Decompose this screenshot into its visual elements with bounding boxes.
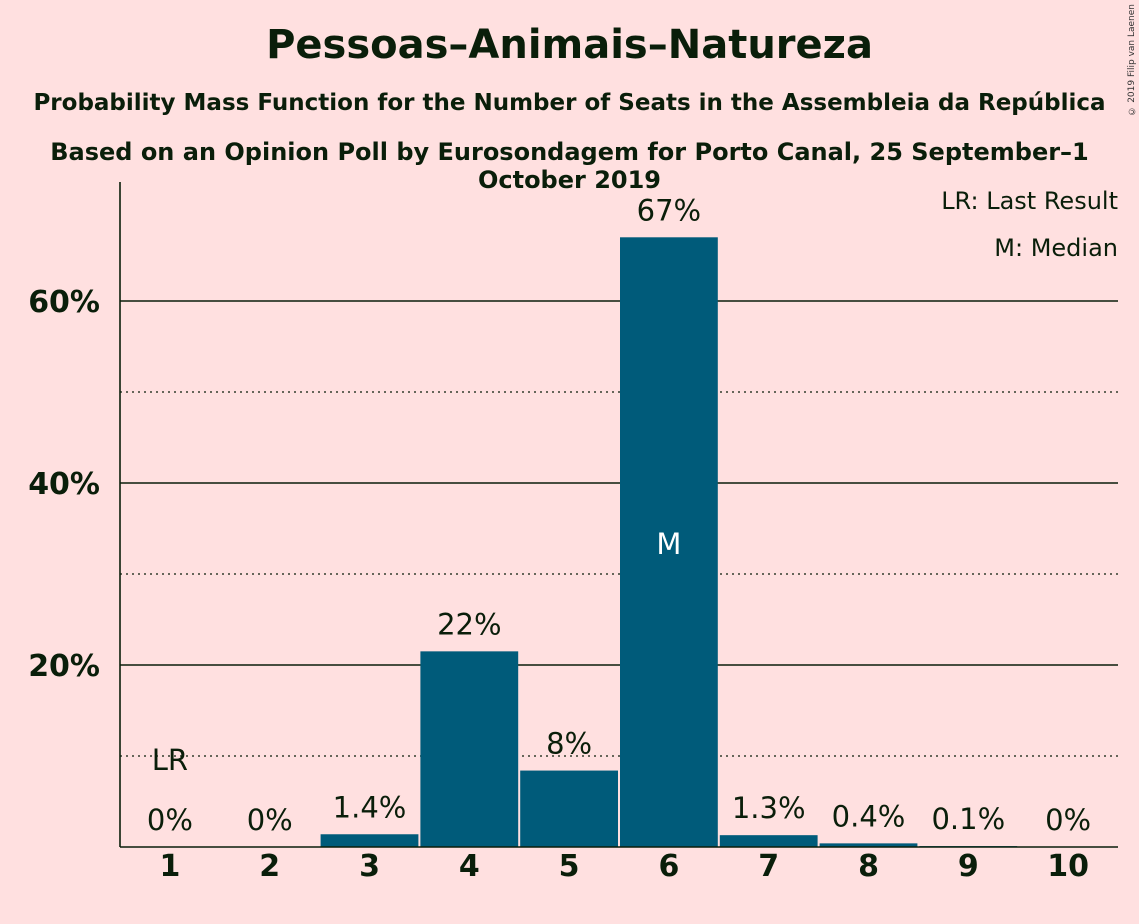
gridlines: [120, 300, 1118, 757]
chart-source-subtitle: Based on an Opinion Poll by Eurosondagem…: [50, 138, 1089, 194]
data-label-6: 67%: [637, 193, 701, 227]
bar-8: [819, 843, 918, 847]
chart-title: Pessoas–Animais–Natureza: [266, 22, 873, 68]
y-tick-label: 40%: [28, 467, 100, 502]
data-label-1: 0%: [147, 803, 193, 837]
bars: [320, 237, 1018, 848]
bar-4: [420, 651, 519, 847]
x-tick-label: 4: [459, 849, 480, 884]
x-tick-label: 10: [1047, 849, 1089, 884]
legend: LR: Last Result M: Median: [941, 187, 1118, 262]
data-label-9: 0.1%: [931, 802, 1005, 836]
x-tick-label: 6: [658, 849, 679, 884]
x-tick-label: 8: [858, 849, 879, 884]
data-label-10: 0%: [1045, 803, 1091, 837]
legend-entry: LR: Last Result: [941, 187, 1118, 215]
data-label-2: 0%: [247, 803, 293, 837]
x-tick-label: 5: [559, 849, 580, 884]
bar-7: [719, 835, 818, 847]
x-tick-label: 1: [159, 849, 180, 884]
last-result-marker: LR: [152, 743, 188, 777]
data-label-8: 0.4%: [832, 799, 906, 833]
x-tick-label: 3: [359, 849, 380, 884]
bar-3: [320, 834, 419, 847]
data-label-4: 22%: [437, 607, 501, 641]
data-label-5: 8%: [546, 727, 592, 761]
y-tick-label: 60%: [28, 285, 100, 320]
data-label-7: 1.3%: [732, 791, 806, 825]
data-label-3: 1.4%: [333, 790, 407, 824]
median-marker: M: [656, 527, 681, 561]
chart-subtitle: Probability Mass Function for the Number…: [33, 90, 1106, 116]
labels: 20% 40% 60% 0% 1 0% 2 1.4% 3 22% 4 8% 5 67% 6 1.3% 7 0.4%…: [28, 193, 1091, 884]
legend-entry: M: Median: [994, 234, 1118, 262]
x-tick-label: 9: [958, 849, 979, 884]
bar-6: [620, 237, 718, 848]
x-tick-label: 7: [758, 849, 779, 884]
x-tick-label: 2: [259, 849, 280, 884]
axes: [119, 182, 1118, 848]
y-tick-label: 20%: [28, 649, 100, 684]
bar-5: [520, 770, 618, 847]
